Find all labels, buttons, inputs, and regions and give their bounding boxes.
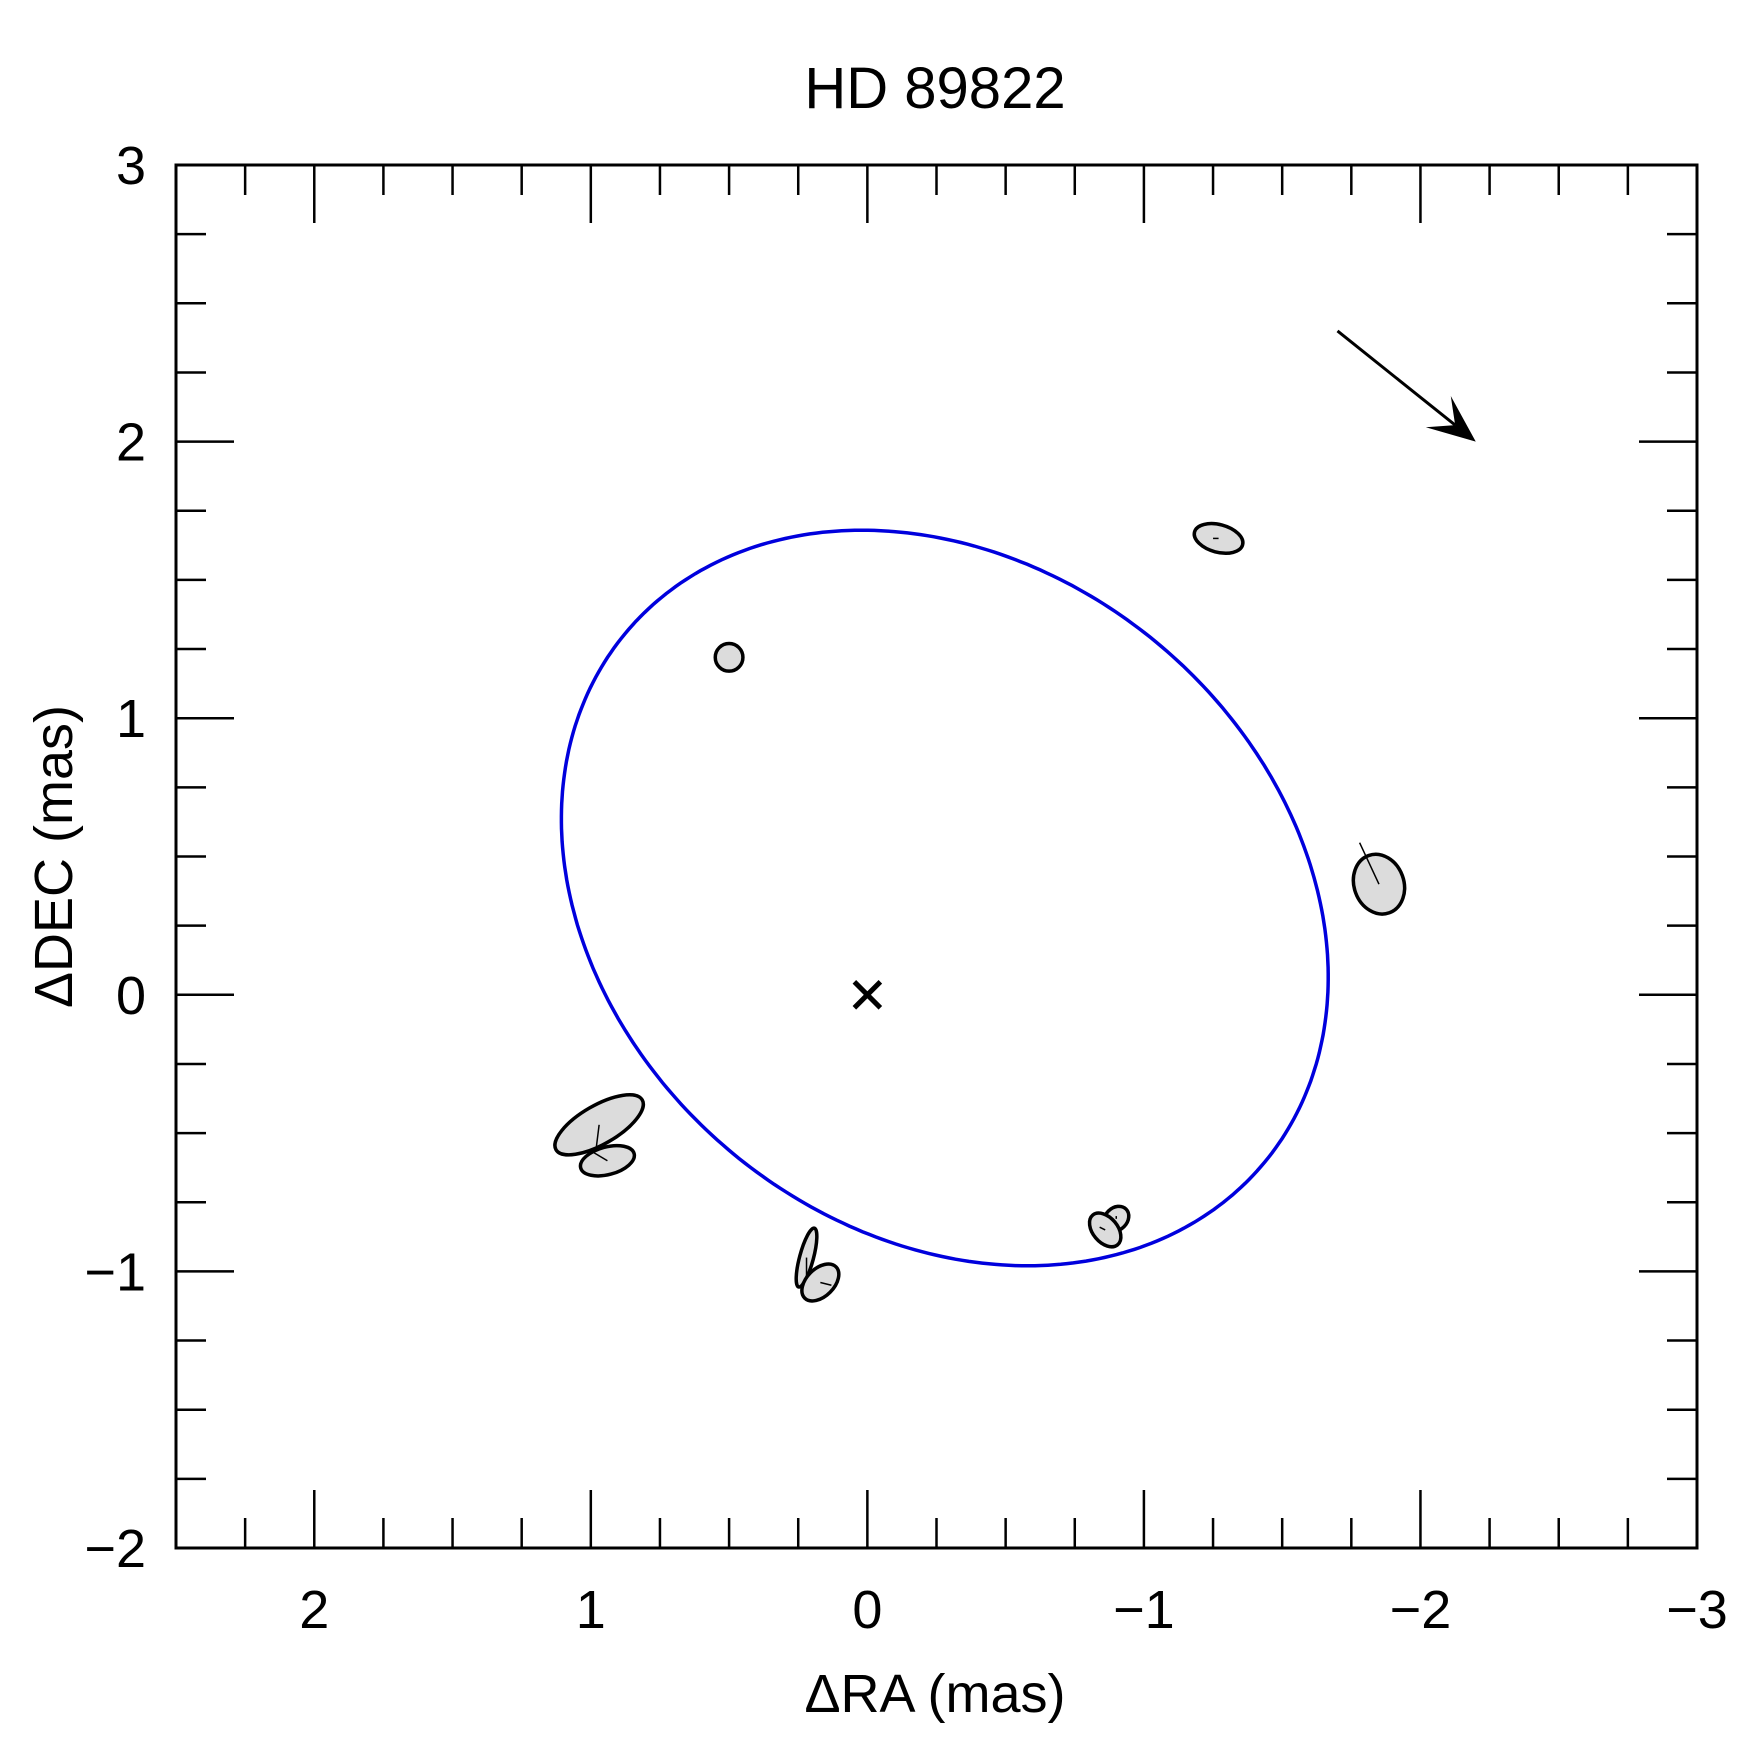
observations	[553, 521, 1407, 1303]
x-tick-label: −3	[1666, 1580, 1728, 1640]
x-tick-label: 0	[852, 1580, 882, 1640]
observation	[794, 1226, 819, 1289]
residual-line	[1099, 1226, 1106, 1231]
primary-star-marker	[852, 980, 883, 1010]
motion-arrow-shaft	[1336, 329, 1457, 427]
observation	[578, 1143, 637, 1178]
x-tick-label: −1	[1113, 1580, 1175, 1640]
residual-line	[595, 1124, 600, 1148]
error-ellipse	[1192, 521, 1245, 555]
observation	[1087, 1211, 1123, 1249]
y-tick-label: 0	[116, 966, 146, 1026]
y-tick-label: 1	[116, 689, 146, 749]
residual-line	[820, 1281, 832, 1286]
x-tick-label: −2	[1390, 1580, 1452, 1640]
error-ellipse	[713, 641, 745, 673]
residual-line	[1358, 842, 1380, 885]
plot-frame	[174, 163, 1699, 1550]
motion-arrow-head	[1425, 395, 1476, 442]
x-axis-title: ΔRA (mas)	[804, 1664, 1065, 1724]
observation	[1351, 842, 1407, 916]
y-axis-title: ΔDEC (mas)	[24, 705, 84, 1008]
observation	[1192, 521, 1245, 555]
tick-labels: 2 1 0 −1 −2 −3 −2 −1 0 1 2 3	[84, 136, 1727, 1640]
tick-marks	[174, 163, 1699, 1550]
y-tick-label: −2	[84, 1519, 146, 1579]
chart-title: HD 89822	[804, 56, 1065, 121]
observation	[713, 641, 745, 673]
observation	[553, 1093, 646, 1157]
observation	[800, 1262, 841, 1303]
orbit-curve	[559, 528, 1330, 1268]
x-tick-label: 2	[299, 1580, 329, 1640]
y-tick-label: 2	[116, 413, 146, 473]
x-tick-label: 1	[576, 1580, 606, 1640]
y-tick-label: −1	[84, 1242, 146, 1302]
residual-line	[593, 1151, 608, 1162]
primary-marker-stroke	[852, 980, 883, 1010]
y-tick-label: 3	[116, 136, 146, 196]
motion-arrow	[1336, 329, 1476, 442]
